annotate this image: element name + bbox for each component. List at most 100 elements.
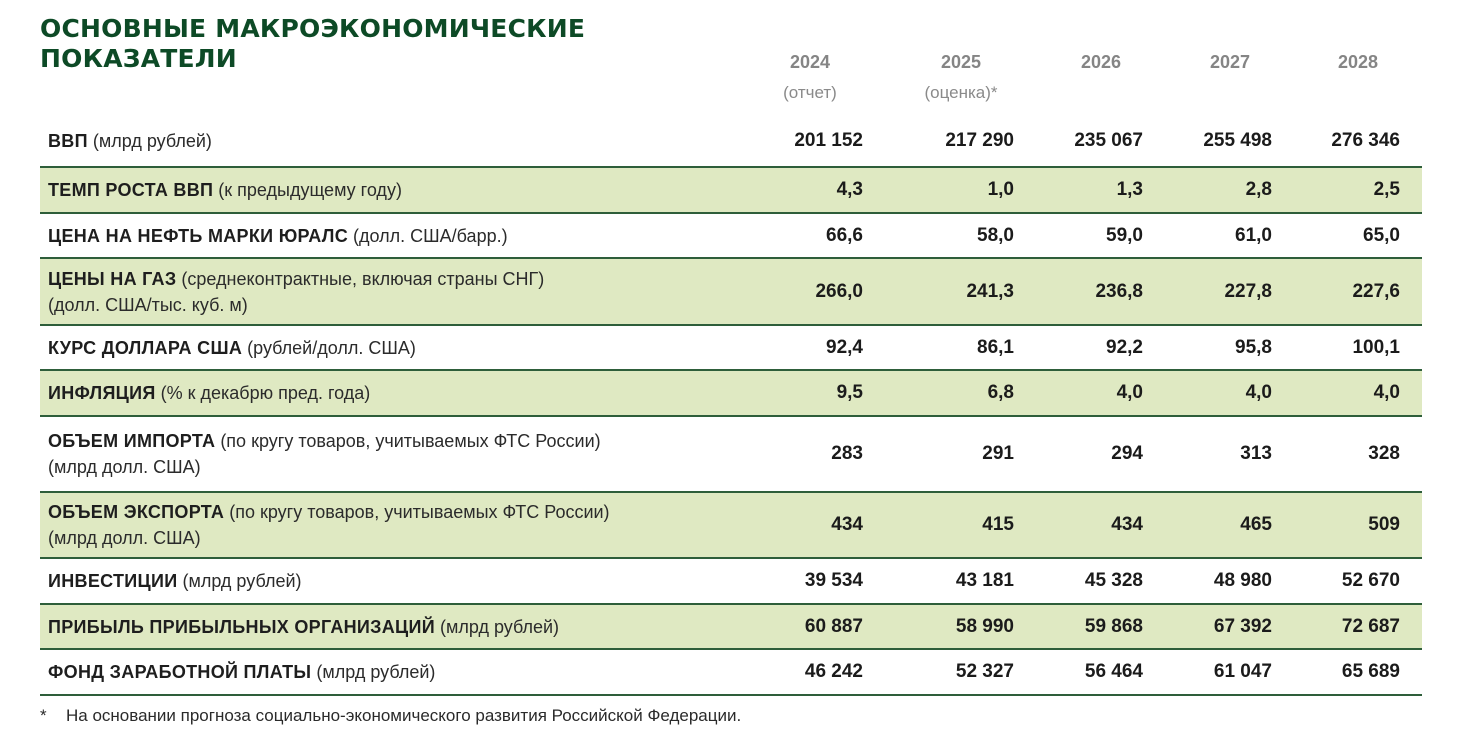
cell-2028: 328 — [1368, 443, 1400, 464]
cell-2026: 59 868 — [1084, 615, 1143, 637]
footnote-marker: * — [40, 706, 47, 725]
cell-2028: 52 670 — [1341, 570, 1400, 591]
table-row-usd-rate: КУРС ДОЛЛАРА США (рублей/долл. США) 92,4… — [40, 326, 1422, 371]
row-name: ФОНД ЗАРАБОТНОЙ ПЛАТЫ — [48, 662, 312, 682]
table-row-gas-price: ЦЕНЫ НА ГАЗ (среднеконтрактные, включая … — [40, 259, 1422, 326]
cell-2025: 241,3 — [966, 280, 1014, 302]
row-name: ПРИБЫЛЬ ПРИБЫЛЬНЫХ ОРГАНИЗАЦИЙ — [48, 616, 435, 637]
table-row-gdp: ВВП (млрд рублей) 201 152 217 290 235 06… — [40, 116, 1422, 168]
footnote-text: На основании прогноза социально-экономич… — [66, 706, 742, 725]
row-unit-line-2: (млрд долл. США) — [48, 457, 201, 477]
table-row-exports: ОБЪЕМ ЭКСПОРТА (по кругу товаров, учитыв… — [40, 493, 1422, 559]
row-unit: (долл. США/барр.) — [348, 225, 508, 246]
cell-2026: 45 328 — [1084, 570, 1143, 591]
row-name: ЦЕНА НА НЕФТЬ МАРКИ ЮРАЛС — [48, 225, 349, 246]
cell-2026: 1,3 — [1116, 179, 1143, 200]
table-row-payroll: ФОНД ЗАРАБОТНОЙ ПЛАТЫ (млрд рублей) 46 2… — [40, 650, 1422, 696]
column-header-2024: 2024 (отчет) — [735, 50, 885, 106]
cell-2025: 6,8 — [987, 382, 1014, 403]
row-unit: (к предыдущему году) — [213, 180, 402, 200]
column-header-2025: 2025 (оценка)* — [886, 50, 1036, 106]
column-year: 2027 — [1209, 52, 1251, 72]
cell-2024: 92,4 — [826, 336, 863, 358]
table-row-imports: ОБЪЕМ ИМПОРТА (по кругу товаров, учитыва… — [40, 417, 1422, 493]
row-name: ВВП — [48, 131, 88, 151]
cell-2027: 61,0 — [1235, 224, 1272, 246]
page-title-line-1: ОСНОВНЫЕ МАКРОЭКОНОМИЧЕСКИЕ — [40, 14, 586, 43]
cell-2026: 56 464 — [1084, 661, 1143, 682]
cell-2028: 2,5 — [1373, 179, 1400, 200]
cell-2024: 60 887 — [804, 615, 863, 637]
table-row-profit: ПРИБЫЛЬ ПРИБЫЛЬНЫХ ОРГАНИЗАЦИЙ (млрд руб… — [40, 605, 1422, 650]
row-unit: (млрд рублей) — [87, 131, 212, 151]
row-label: ОБЪЕМ ЭКСПОРТА (по кругу товаров, учитыв… — [40, 499, 748, 551]
cell-2025: 291 — [982, 443, 1014, 464]
row-name: КУРС ДОЛЛАРА США — [48, 337, 243, 358]
cell-2024: 39 534 — [804, 570, 863, 591]
macro-indicators-table: ВВП (млрд рублей) 201 152 217 290 235 06… — [40, 116, 1422, 696]
cell-2027: 227,8 — [1224, 280, 1272, 302]
row-label: ФОНД ЗАРАБОТНОЙ ПЛАТЫ (млрд рублей) — [40, 659, 748, 685]
cell-2025: 43 181 — [955, 570, 1014, 591]
cell-2024: 201 152 — [794, 130, 863, 151]
row-unit: (по кругу товаров, учитываемых ФТС Росси… — [215, 431, 601, 451]
cell-2028: 65 689 — [1341, 661, 1400, 682]
cell-2028: 100,1 — [1352, 336, 1400, 358]
cell-2028: 72 687 — [1341, 615, 1400, 637]
row-name: ИНФЛЯЦИЯ — [48, 383, 156, 403]
cell-2027: 2,8 — [1245, 179, 1272, 200]
row-name: ОБЪЕМ ЭКСПОРТА — [48, 502, 225, 522]
row-label: ТЕМП РОСТА ВВП (к предыдущему году) — [40, 177, 748, 203]
cell-2025: 52 327 — [955, 661, 1014, 682]
cell-2026: 434 — [1111, 514, 1143, 535]
cell-2025: 58 990 — [955, 615, 1014, 637]
column-year: 2024 — [789, 52, 831, 72]
cell-2027: 465 — [1240, 514, 1272, 535]
cell-2027: 95,8 — [1235, 336, 1272, 358]
footnote: * На основании прогноза социально-экономи… — [40, 706, 741, 726]
row-name: ИНВЕСТИЦИИ — [48, 571, 178, 591]
row-unit: (% к декабрю пред. года) — [155, 383, 371, 403]
cell-2025: 58,0 — [977, 224, 1014, 246]
cell-2027: 255 498 — [1203, 130, 1272, 151]
cell-2026: 235 067 — [1074, 130, 1143, 151]
row-label: ЦЕНЫ НА ГАЗ (среднеконтрактные, включая … — [40, 266, 748, 318]
column-header-2026: 2026 — [1026, 50, 1176, 74]
row-unit-line-2: (долл. США/тыс. куб. м) — [48, 294, 248, 315]
row-label: КУРС ДОЛЛАРА США (рублей/долл. США) — [40, 335, 748, 361]
cell-2026: 4,0 — [1116, 382, 1143, 403]
table-row-gdp-growth: ТЕМП РОСТА ВВП (к предыдущему году) 4,3 … — [40, 168, 1422, 214]
cell-2028: 509 — [1368, 514, 1400, 535]
cell-2024: 266,0 — [815, 280, 863, 302]
cell-2025: 217 290 — [945, 130, 1014, 151]
cell-2024: 9,5 — [836, 382, 863, 403]
cell-2026: 59,0 — [1106, 224, 1143, 246]
row-label: ЦЕНА НА НЕФТЬ МАРКИ ЮРАЛС (долл. США/бар… — [40, 223, 748, 249]
column-header-2028: 2028 — [1283, 50, 1433, 74]
cell-2024: 66,6 — [826, 224, 863, 246]
column-note: (отчет) — [783, 83, 837, 102]
cell-2027: 48 980 — [1213, 570, 1272, 591]
table-row-investment: ИНВЕСТИЦИИ (млрд рублей) 39 534 43 181 4… — [40, 559, 1422, 605]
page-title-line-2: ПОКАЗАТЕЛИ — [40, 44, 237, 73]
row-label: ИНВЕСТИЦИИ (млрд рублей) — [40, 568, 748, 594]
cell-2025: 1,0 — [987, 179, 1014, 200]
cell-2028: 227,6 — [1352, 280, 1400, 302]
page-title: ОСНОВНЫЕ МАКРОЭКОНОМИЧЕСКИЕ ПОКАЗАТЕЛИ — [40, 14, 585, 74]
row-name: ТЕМП РОСТА ВВП — [48, 180, 214, 200]
row-name: ОБЪЕМ ИМПОРТА — [48, 431, 216, 451]
row-label: ВВП (млрд рублей) — [40, 128, 748, 154]
cell-2025: 86,1 — [977, 336, 1014, 358]
column-year: 2028 — [1337, 52, 1379, 72]
cell-2027: 313 — [1240, 443, 1272, 464]
row-unit: (млрд рублей) — [434, 616, 560, 637]
row-label: ОБЪЕМ ИМПОРТА (по кругу товаров, учитыва… — [40, 428, 748, 480]
cell-2026: 92,2 — [1106, 336, 1143, 358]
cell-2026: 294 — [1111, 443, 1143, 464]
column-year: 2026 — [1080, 52, 1122, 72]
cell-2024: 283 — [831, 443, 863, 464]
table-row-inflation: ИНФЛЯЦИЯ (% к декабрю пред. года) 9,5 6,… — [40, 371, 1422, 417]
cell-2028: 4,0 — [1373, 382, 1400, 403]
table-row-urals-price: ЦЕНА НА НЕФТЬ МАРКИ ЮРАЛС (долл. США/бар… — [40, 214, 1422, 259]
cell-2025: 415 — [982, 514, 1014, 535]
